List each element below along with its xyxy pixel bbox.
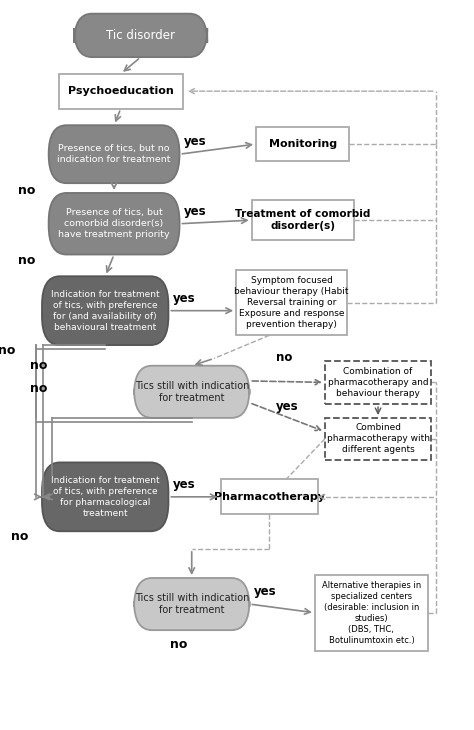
Text: Presence of tics, but no
indication for treatment: Presence of tics, but no indication for … — [57, 144, 171, 164]
Text: yes: yes — [184, 136, 207, 148]
Text: Treatment of comorbid
disorder(s): Treatment of comorbid disorder(s) — [235, 209, 370, 231]
Text: yes: yes — [173, 478, 195, 491]
Text: Combined
pharmacotherapy with
different agents: Combined pharmacotherapy with different … — [327, 423, 429, 455]
Text: no: no — [0, 344, 15, 357]
Text: Tic disorder: Tic disorder — [106, 29, 175, 42]
Text: Presence of tics, but
comorbid disorder(s)
have treatment priority: Presence of tics, but comorbid disorder(… — [58, 208, 170, 239]
Text: Indication for treatment
of tics, with preference
for (and availability of)
beha: Indication for treatment of tics, with p… — [51, 290, 160, 332]
Text: Indication for treatment
of tics, with preference
for pharmacological
treatment: Indication for treatment of tics, with p… — [51, 476, 160, 518]
Text: no: no — [11, 530, 28, 543]
FancyBboxPatch shape — [256, 127, 349, 161]
FancyBboxPatch shape — [42, 276, 168, 345]
Text: Psychoeducation: Psychoeducation — [68, 86, 173, 96]
Text: Tics still with indication
for treatment: Tics still with indication for treatment — [135, 593, 249, 615]
FancyBboxPatch shape — [74, 14, 207, 57]
Text: yes: yes — [173, 292, 195, 305]
FancyBboxPatch shape — [42, 462, 168, 531]
Text: Combination of
pharmacotherapy and
behaviour therapy: Combination of pharmacotherapy and behav… — [328, 366, 428, 398]
FancyBboxPatch shape — [134, 578, 249, 630]
Text: yes: yes — [276, 400, 299, 413]
FancyBboxPatch shape — [325, 418, 431, 460]
FancyBboxPatch shape — [49, 126, 180, 183]
Text: Tics still with indication
for treatment: Tics still with indication for treatment — [135, 380, 249, 403]
Text: Pharmacotherapy: Pharmacotherapy — [214, 492, 325, 502]
Text: yes: yes — [184, 205, 207, 218]
FancyBboxPatch shape — [49, 193, 180, 255]
FancyBboxPatch shape — [252, 200, 354, 240]
Text: Monitoring: Monitoring — [269, 139, 337, 149]
FancyBboxPatch shape — [220, 480, 318, 514]
Text: no: no — [18, 253, 35, 266]
FancyBboxPatch shape — [325, 361, 431, 404]
Text: Alternative therapies in
specialized centers
(desirable: inclusion in
studies)
(: Alternative therapies in specialized cen… — [322, 580, 421, 645]
FancyBboxPatch shape — [134, 366, 249, 418]
FancyBboxPatch shape — [315, 575, 428, 650]
Text: Symptom focused
behaviour therapy (Habit
Reversal training or
Exposure and respo: Symptom focused behaviour therapy (Habit… — [234, 276, 349, 329]
Text: no: no — [170, 638, 187, 651]
FancyBboxPatch shape — [236, 270, 347, 335]
Text: no: no — [276, 351, 292, 364]
Text: no: no — [30, 382, 47, 395]
Text: no: no — [30, 358, 47, 372]
Text: yes: yes — [254, 585, 276, 599]
Text: no: no — [18, 184, 35, 197]
FancyBboxPatch shape — [59, 74, 183, 109]
